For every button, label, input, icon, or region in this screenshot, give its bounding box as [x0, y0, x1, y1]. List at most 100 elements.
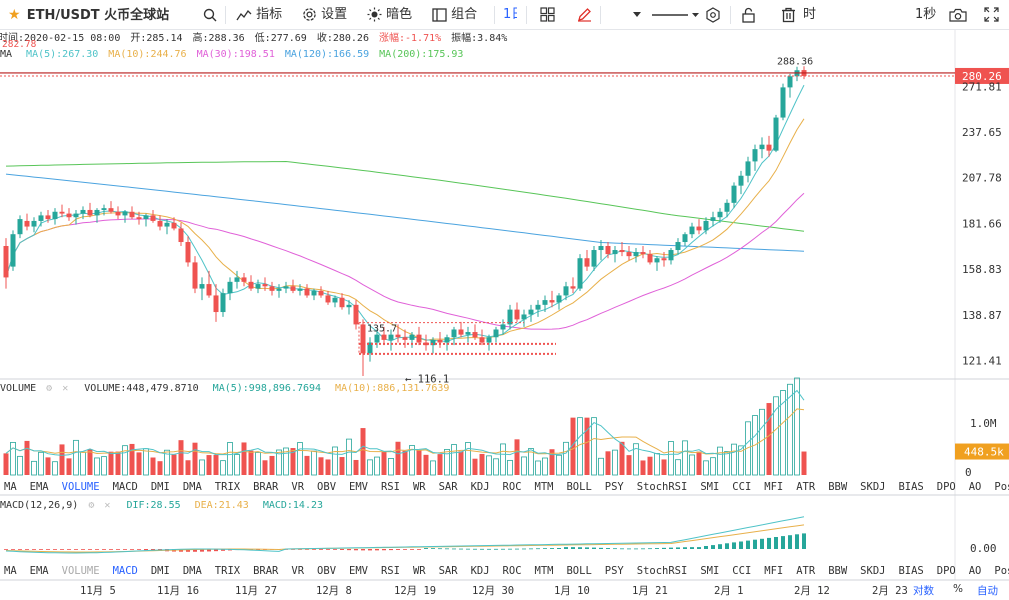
volume-bar: [563, 441, 569, 476]
indicator-tab-obv[interactable]: OBV: [317, 481, 337, 493]
indicator-tab-smi[interactable]: SMI: [700, 565, 720, 577]
indicators-button[interactable]: 指标: [236, 0, 282, 30]
search-button[interactable]: [203, 0, 217, 30]
indicator-tab-stochrsi[interactable]: StochRSI: [636, 481, 688, 493]
indicator-tab-ao[interactable]: AO: [968, 481, 982, 493]
indicator-tab-obv[interactable]: OBV: [317, 565, 337, 577]
indicator-tab-volume[interactable]: VOLUME: [61, 565, 100, 577]
indicator-tab-bbw[interactable]: BBW: [828, 481, 848, 493]
macd-bar: [697, 547, 701, 549]
indicator-tab-boll[interactable]: BOLL: [566, 481, 592, 493]
indicator-tab-emv[interactable]: EMV: [349, 565, 368, 577]
screenshot-button[interactable]: [949, 0, 967, 30]
candle-body: [234, 277, 240, 282]
indicator-tab-psy[interactable]: PSY: [604, 565, 624, 577]
color-dropdown[interactable]: [633, 0, 641, 30]
candle-body: [52, 211, 58, 220]
volume-close-icon[interactable]: ✕: [62, 383, 69, 394]
multi-chart-button[interactable]: [540, 0, 555, 30]
indicator-tab-emv[interactable]: EMV: [349, 481, 368, 493]
indicator-tab-brar[interactable]: BRAR: [253, 481, 279, 493]
combo-button[interactable]: 组合: [432, 0, 477, 30]
indicator-tab-cci[interactable]: CCI: [732, 565, 752, 577]
macd-settings-icon[interactable]: ⚙: [88, 500, 95, 511]
indicator-tab-mtm[interactable]: MTM: [534, 481, 554, 493]
symbol-button[interactable]: ★ ETH/USDT 火币全球站: [8, 0, 169, 30]
indicator-tab-atr[interactable]: ATR: [796, 565, 816, 577]
indicator-tab-mfi[interactable]: MFI: [764, 481, 784, 493]
auto-scale-button[interactable]: 自动: [977, 585, 998, 597]
indicator-tab-volume[interactable]: VOLUME: [61, 481, 100, 493]
volume-panel-header: VOLUME ⚙ ✕ VOLUME:448,479.8710 MA(5):998,…: [0, 381, 463, 397]
indicator-tab-roc[interactable]: ROC: [502, 481, 522, 493]
indicator-tab-bias[interactable]: BIAS: [898, 481, 924, 493]
indicator-tab-ema[interactable]: EMA: [29, 565, 49, 577]
indicator-tab-kdj[interactable]: KDJ: [470, 481, 490, 493]
indicator-tab-ma[interactable]: MA: [4, 481, 17, 493]
seconds-button[interactable]: 1秒: [915, 0, 936, 30]
settings-button[interactable]: 设置: [302, 0, 347, 30]
indicator-tab-smi[interactable]: SMI: [700, 481, 720, 493]
time-button[interactable]: 时: [803, 0, 816, 30]
indicator-tab-position[interactable]: Position: [994, 565, 1009, 577]
indicator-tab-bbw[interactable]: BBW: [828, 565, 848, 577]
fullscreen-button[interactable]: [984, 0, 999, 30]
volume-bar: [94, 457, 100, 476]
indicator-tab-macd[interactable]: MACD: [112, 565, 138, 577]
indicator-tab-rsi[interactable]: RSI: [380, 481, 400, 493]
indicator-tab-ao[interactable]: AO: [968, 565, 982, 577]
volume-bar: [381, 451, 387, 475]
draw-button[interactable]: [577, 0, 592, 30]
indicator-tab-dmi[interactable]: DMI: [150, 565, 170, 577]
indicator-tab-wr[interactable]: WR: [412, 565, 426, 577]
indicator-tab-trix[interactable]: TRIX: [214, 565, 241, 577]
range-label: 135.7: [367, 324, 397, 335]
indicator-tab-stochrsi[interactable]: StochRSI: [636, 565, 688, 577]
indicator-tab-ema[interactable]: EMA: [29, 481, 49, 493]
indicator-tab-dma[interactable]: DMA: [182, 565, 202, 577]
volume-settings-icon[interactable]: ⚙: [46, 383, 53, 394]
indicator-tab-sar[interactable]: SAR: [438, 481, 458, 493]
indicator-tab-dmi[interactable]: DMI: [150, 481, 170, 493]
macd-close-icon[interactable]: ✕: [104, 500, 111, 511]
indicator-tab-dpo[interactable]: DPO: [936, 481, 956, 493]
indicator-tab-psy[interactable]: PSY: [604, 481, 624, 493]
hide-drawings-button[interactable]: [705, 0, 721, 30]
indicator-tab-rsi[interactable]: RSI: [380, 565, 400, 577]
indicator-tab-mfi[interactable]: MFI: [764, 565, 784, 577]
delete-button[interactable]: [781, 0, 796, 30]
dark-mode-button[interactable]: 暗色: [367, 0, 412, 30]
indicator-tab-sar[interactable]: SAR: [438, 565, 458, 577]
volume-bar: [346, 438, 352, 476]
indicator-tab-wr[interactable]: WR: [412, 481, 426, 493]
interval-button[interactable]: 1日: [503, 0, 517, 30]
indicator-tab-position[interactable]: Position: [994, 481, 1009, 493]
log-scale-button[interactable]: 对数: [913, 585, 934, 597]
indicator-tab-skdj[interactable]: SKDJ: [860, 565, 886, 577]
indicator-tab-cci[interactable]: CCI: [732, 481, 752, 493]
indicator-tab-vr[interactable]: VR: [291, 565, 305, 577]
indicator-tab-atr[interactable]: ATR: [796, 481, 816, 493]
indicator-tab-kdj[interactable]: KDJ: [470, 565, 490, 577]
star-icon[interactable]: ★: [8, 7, 21, 23]
indicator-tab-dma[interactable]: DMA: [182, 481, 202, 493]
indicator-tab-dpo[interactable]: DPO: [936, 565, 956, 577]
indicator-tab-roc[interactable]: ROC: [502, 565, 522, 577]
candle-body: [437, 339, 443, 343]
percent-button[interactable]: %: [953, 583, 963, 595]
indicator-tab-macd[interactable]: MACD: [112, 481, 138, 493]
indicator-tab-brar[interactable]: BRAR: [253, 565, 279, 577]
indicator-tab-vr[interactable]: VR: [291, 481, 305, 493]
indicator-tab-boll[interactable]: BOLL: [566, 565, 592, 577]
indicator-tab-trix[interactable]: TRIX: [214, 481, 241, 493]
indicator-tab-bias[interactable]: BIAS: [898, 565, 924, 577]
indicator-tab-mtm[interactable]: MTM: [534, 565, 554, 577]
ohlc-info: 时间:2020-02-15 08:00 开:285.14 高:288.36 低:277…: [0, 31, 517, 47]
volume-title: VOLUME: [0, 383, 37, 394]
lock-button[interactable]: [741, 0, 756, 30]
candle-body: [17, 219, 23, 235]
indicator-tab-ma[interactable]: MA: [4, 565, 17, 577]
indicator-tab-skdj[interactable]: SKDJ: [860, 481, 886, 493]
line-style-dropdown[interactable]: [652, 0, 700, 30]
volume-bar: [661, 459, 667, 475]
